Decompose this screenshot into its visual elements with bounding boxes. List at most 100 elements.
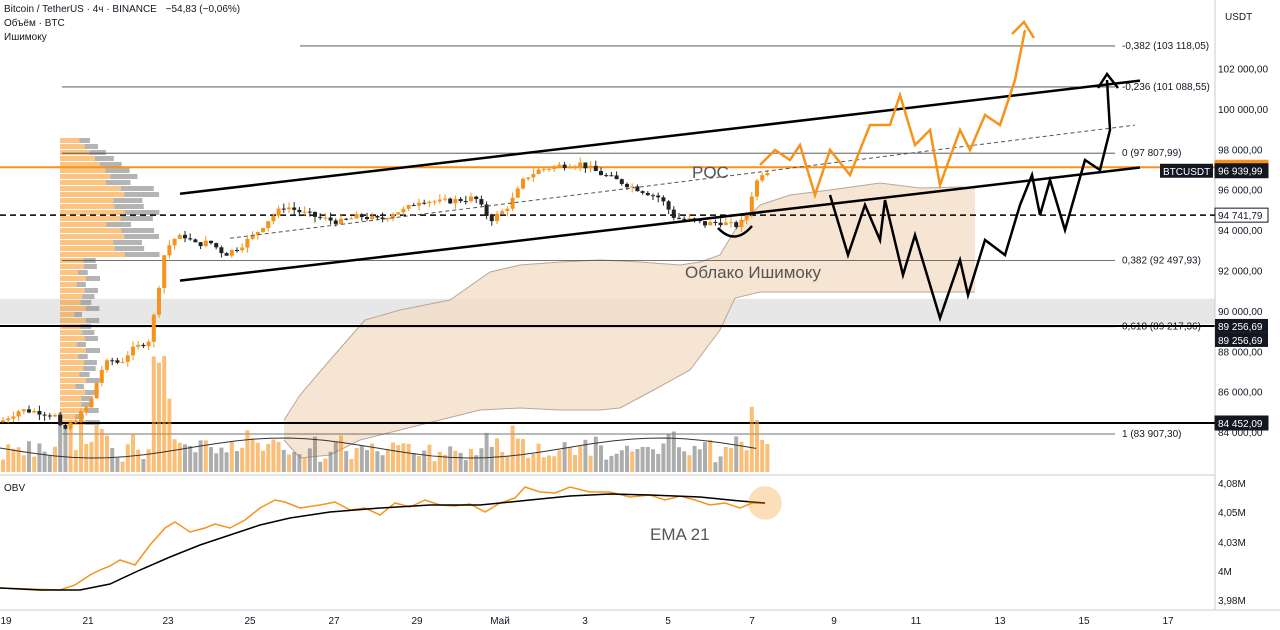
volume-bar xyxy=(73,450,78,472)
volume-bar xyxy=(380,455,385,472)
candle-body xyxy=(536,169,541,175)
candle-body xyxy=(505,208,510,212)
time-tick-label: 19 xyxy=(0,616,12,627)
ichimoku-cloud-annotation: Облако Ишимоку xyxy=(685,263,822,282)
volume-profile-bar xyxy=(60,402,82,407)
candle-body xyxy=(344,218,349,220)
candle-body xyxy=(302,211,307,213)
volume-bar xyxy=(479,448,484,472)
candle-body xyxy=(261,228,265,233)
volume-profile-bar xyxy=(60,408,86,413)
volume-profile-bar xyxy=(60,174,111,179)
candle-body xyxy=(713,222,718,224)
channel-upper-line xyxy=(179,79,1141,196)
volume-bar xyxy=(671,431,676,472)
time-axis-layer: 19 21 23 25 27 29 Май 3 5 7 9 11 13 15 17 xyxy=(0,609,1280,627)
price-tag-96939 xyxy=(1214,163,1269,179)
volume-bar xyxy=(552,456,557,472)
volume-bar xyxy=(713,462,718,472)
volume-profile-bar xyxy=(84,144,98,149)
volume-profile-bar xyxy=(60,282,77,287)
volume-bar xyxy=(651,449,655,472)
candle-body xyxy=(765,173,770,176)
volume-bar xyxy=(562,442,567,472)
candle-body xyxy=(671,209,676,218)
candle-body xyxy=(281,208,286,210)
candle-body xyxy=(37,410,42,415)
candle-body xyxy=(89,398,94,408)
candle-body xyxy=(515,188,520,198)
volume-bar xyxy=(214,453,219,472)
candle-body xyxy=(235,249,239,251)
volume-bar xyxy=(328,451,333,472)
obv-tick-label: 4,08M xyxy=(1218,479,1246,490)
candle-body xyxy=(484,204,489,216)
volume-bar xyxy=(666,434,671,472)
currency-label: USDT xyxy=(1225,12,1252,23)
candle-body xyxy=(609,175,614,177)
bullish-scenario-arrow xyxy=(1011,20,1036,39)
volume-profile-bar xyxy=(124,210,160,215)
volume-bar xyxy=(333,442,338,472)
price-tag-96939-text: 96 939,99 xyxy=(1218,167,1263,178)
price-tag-89256-a xyxy=(1215,318,1268,333)
candle-body xyxy=(42,414,47,416)
volume-profile-bar xyxy=(84,336,98,341)
volume-bar xyxy=(547,455,551,472)
drawings-layer: POC Облако Ишимоку xyxy=(179,20,1141,323)
candle-body xyxy=(583,162,588,169)
candle-body xyxy=(313,211,317,217)
volume-bar xyxy=(281,449,286,472)
candle-body xyxy=(422,202,427,204)
volume-profile-bar xyxy=(106,222,132,227)
time-tick-label: 27 xyxy=(328,616,340,627)
volume-profile-bar xyxy=(78,270,88,275)
volume-profile-bar xyxy=(60,210,125,215)
candle-body xyxy=(562,164,567,169)
ichimoku-legend: Ишимоку xyxy=(4,32,47,43)
candle-body xyxy=(245,238,250,248)
volume-bar xyxy=(531,454,536,472)
candle-body xyxy=(749,196,754,215)
volume-bar xyxy=(427,444,432,472)
candle-body xyxy=(645,192,650,196)
volume-profile-bar xyxy=(85,408,99,413)
price-tag-89256-b-text: 89 256,69 xyxy=(1218,336,1263,347)
volume-bar xyxy=(261,450,265,472)
volume-profile-bar xyxy=(60,294,83,299)
volume-bar xyxy=(32,456,37,472)
volume-bar xyxy=(89,441,94,472)
symbol-header: Bitcoin / TetherUS · 4ч · BINANCE −54,83… xyxy=(4,3,240,16)
candle-body xyxy=(323,217,328,219)
price-tick-label: 98 000,00 xyxy=(1218,145,1263,156)
obv-line xyxy=(0,486,765,591)
volume-profile-bar xyxy=(60,330,83,335)
volume-bar xyxy=(370,443,375,472)
candle-body xyxy=(417,202,421,206)
ichimoku-span-a xyxy=(283,182,976,421)
candle-body xyxy=(188,238,193,240)
candle-body xyxy=(479,199,484,205)
candle-body xyxy=(120,361,125,363)
candle-body xyxy=(474,196,479,200)
volume-bar xyxy=(344,451,349,472)
candle-body xyxy=(458,198,463,202)
obv-tick-label: 4M xyxy=(1218,567,1232,578)
volume-bar xyxy=(198,440,203,472)
volume-bar xyxy=(469,448,473,472)
volume-bar xyxy=(541,457,546,472)
candle-body xyxy=(682,218,687,220)
volume-profile-bar xyxy=(60,396,82,401)
volume-bar xyxy=(349,458,354,472)
volume-bar xyxy=(6,444,11,472)
volume-bar xyxy=(495,438,499,472)
candle-body xyxy=(276,208,281,216)
volume-bar xyxy=(302,457,307,472)
candle-body xyxy=(614,175,619,180)
candle-body xyxy=(703,221,707,226)
candle-body xyxy=(240,247,245,251)
volume-bar xyxy=(209,447,213,472)
candle-body xyxy=(531,174,536,178)
candle-body xyxy=(365,217,369,220)
